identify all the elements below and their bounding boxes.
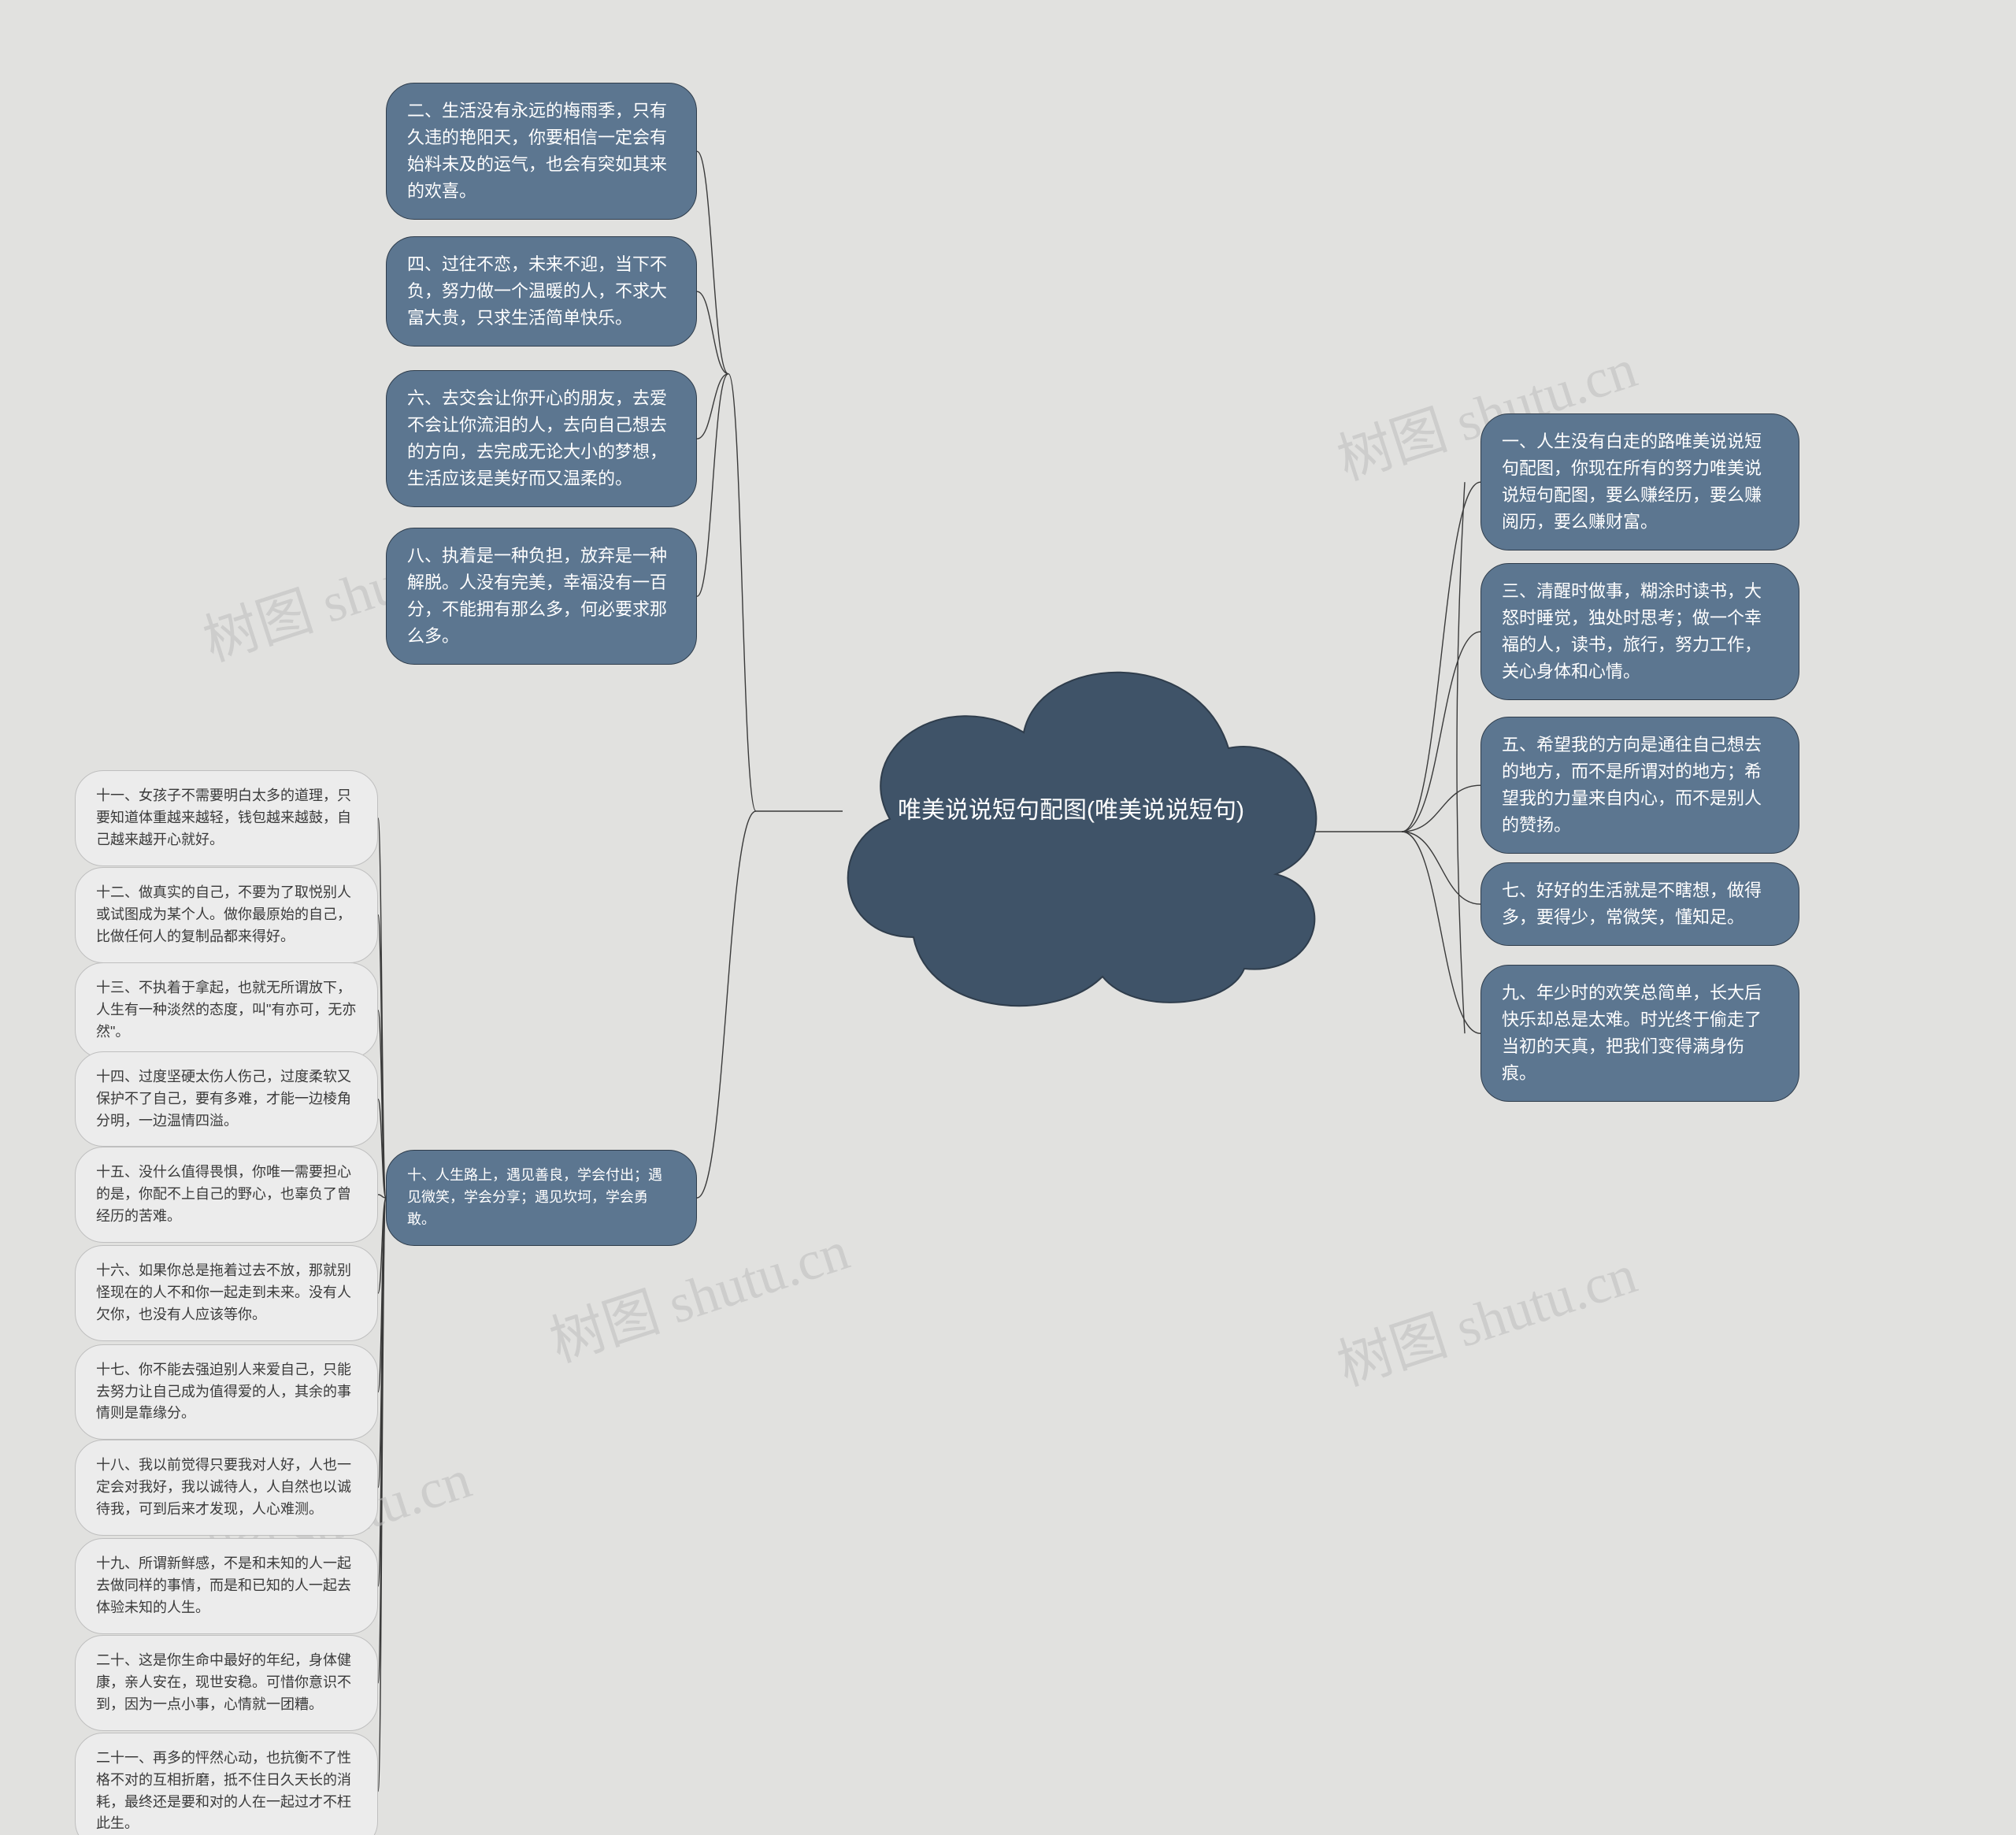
- branch-node[interactable]: 一、人生没有白走的路唯美说说短句配图，你现在所有的努力唯美说说短句配图，要么赚经…: [1480, 413, 1799, 550]
- leaf-node[interactable]: 十二、做真实的自己，不要为了取悦别人或试图成为某个人。做你最原始的自己，比做任何…: [75, 867, 378, 963]
- node-text: 十二、做真实的自己，不要为了取悦别人或试图成为某个人。做你最原始的自己，比做任何…: [96, 882, 357, 948]
- leaf-node[interactable]: 十三、不执着于拿起，也就无所谓放下，人生有一种淡然的态度，叫"有亦可，无亦然"。: [75, 962, 378, 1058]
- branch-node[interactable]: 九、年少时的欢笑总简单，长大后快乐却总是太难。时光终于偷走了当初的天真，把我们变…: [1480, 965, 1799, 1102]
- branch-node[interactable]: 二、生活没有永远的梅雨季，只有久违的艳阳天，你要相信一定会有始料未及的运气，也会…: [386, 83, 697, 220]
- node-text: 八、执着是一种负担，放弃是一种解脱。人没有完美，幸福没有一百分，不能拥有那么多，…: [407, 543, 676, 650]
- leaf-node[interactable]: 十一、女孩子不需要明白太多的道理，只要知道体重越来越轻，钱包越来越鼓，自己越来越…: [75, 770, 378, 866]
- node-text: 三、清醒时做事，糊涂时读书，大怒时睡觉，独处时思考；做一个幸福的人，读书，旅行，…: [1502, 578, 1778, 685]
- branch-node[interactable]: 七、好好的生活就是不瞎想，做得多，要得少，常微笑，懂知足。: [1480, 862, 1799, 946]
- branch-node[interactable]: 六、去交会让你开心的朋友，去爱不会让你流泪的人，去向自己想去的方向，去完成无论大…: [386, 370, 697, 507]
- node-text: 十六、如果你总是拖着过去不放，那就别怪现在的人不和你一起走到未来。没有人欠你，也…: [96, 1260, 357, 1326]
- node-text: 一、人生没有白走的路唯美说说短句配图，你现在所有的努力唯美说说短句配图，要么赚经…: [1502, 428, 1778, 536]
- watermark: 树图 shutu.cn: [1326, 1230, 1645, 1401]
- leaf-node[interactable]: 十八、我以前觉得只要我对人好，人也一定会对我好，我以诚待人，人自然也以诚待我，可…: [75, 1440, 378, 1536]
- branch-node[interactable]: 三、清醒时做事，糊涂时读书，大怒时睡觉，独处时思考；做一个幸福的人，读书，旅行，…: [1480, 563, 1799, 700]
- node-text: 十一、女孩子不需要明白太多的道理，只要知道体重越来越轻，钱包越来越鼓，自己越来越…: [96, 785, 357, 851]
- node-text: 二十一、再多的怦然心动，也抗衡不了性格不对的互相折磨，抵不住日久天长的消耗，最终…: [96, 1748, 357, 1835]
- node-text: 六、去交会让你开心的朋友，去爱不会让你流泪的人，去向自己想去的方向，去完成无论大…: [407, 385, 676, 492]
- node-text: 二、生活没有永远的梅雨季，只有久违的艳阳天，你要相信一定会有始料未及的运气，也会…: [407, 98, 676, 205]
- branch-node[interactable]: 十、人生路上，遇见善良，学会付出；遇见微笑，学会分享；遇见坎坷，学会勇敢。: [386, 1150, 697, 1246]
- branch-node[interactable]: 四、过往不恋，未来不迎，当下不负，努力做一个温暖的人，不求大富大贵，只求生活简单…: [386, 236, 697, 347]
- node-text: 十七、你不能去强迫别人来爱自己，只能去努力让自己成为值得爱的人，其余的事情则是靠…: [96, 1359, 357, 1425]
- leaf-node[interactable]: 二十、这是你生命中最好的年纪，身体健康，亲人安在，现世安稳。可惜你意识不到，因为…: [75, 1635, 378, 1731]
- center-topic[interactable]: 唯美说说短句配图(唯美说说短句): [803, 606, 1339, 1016]
- mindmap-canvas: 树图 shutu.cn 树图 shutu.cn 树图 shutu.cn 树图 s…: [0, 0, 2016, 1835]
- node-text: 十八、我以前觉得只要我对人好，人也一定会对我好，我以诚待人，人自然也以诚待我，可…: [96, 1455, 357, 1521]
- node-text: 四、过往不恋，未来不迎，当下不负，努力做一个温暖的人，不求大富大贵，只求生活简单…: [407, 251, 676, 332]
- leaf-node[interactable]: 十六、如果你总是拖着过去不放，那就别怪现在的人不和你一起走到未来。没有人欠你，也…: [75, 1245, 378, 1341]
- branch-node[interactable]: 八、执着是一种负担，放弃是一种解脱。人没有完美，幸福没有一百分，不能拥有那么多，…: [386, 528, 697, 665]
- node-text: 十、人生路上，遇见善良，学会付出；遇见微笑，学会分享；遇见坎坷，学会勇敢。: [407, 1165, 676, 1231]
- node-text: 十三、不执着于拿起，也就无所谓放下，人生有一种淡然的态度，叫"有亦可，无亦然"。: [96, 977, 357, 1044]
- node-text: 九、年少时的欢笑总简单，长大后快乐却总是太难。时光终于偷走了当初的天真，把我们变…: [1502, 980, 1778, 1087]
- node-text: 二十、这是你生命中最好的年纪，身体健康，亲人安在，现世安稳。可惜你意识不到，因为…: [96, 1650, 357, 1716]
- leaf-node[interactable]: 十九、所谓新鲜感，不是和未知的人一起去做同样的事情，而是和已知的人一起去体验未知…: [75, 1538, 378, 1634]
- leaf-node[interactable]: 二十一、再多的怦然心动，也抗衡不了性格不对的互相折磨，抵不住日久天长的消耗，最终…: [75, 1733, 378, 1835]
- node-text: 十四、过度坚硬太伤人伤己，过度柔软又保护不了自己，要有多难，才能一边棱角分明，一…: [96, 1066, 357, 1133]
- leaf-node[interactable]: 十七、你不能去强迫别人来爱自己，只能去努力让自己成为值得爱的人，其余的事情则是靠…: [75, 1344, 378, 1440]
- node-text: 十九、所谓新鲜感，不是和未知的人一起去做同样的事情，而是和已知的人一起去体验未知…: [96, 1553, 357, 1619]
- node-text: 十五、没什么值得畏惧，你唯一需要担心的是，你配不上自己的野心，也辜负了曾经历的苦…: [96, 1162, 357, 1228]
- node-text: 五、希望我的方向是通往自己想去的地方，而不是所谓对的地方；希望我的力量来自内心，…: [1502, 732, 1778, 839]
- center-topic-label: 唯美说说短句配图(唯美说说短句): [857, 791, 1285, 829]
- leaf-node[interactable]: 十五、没什么值得畏惧，你唯一需要担心的是，你配不上自己的野心，也辜负了曾经历的苦…: [75, 1147, 378, 1243]
- branch-node[interactable]: 五、希望我的方向是通往自己想去的地方，而不是所谓对的地方；希望我的力量来自内心，…: [1480, 717, 1799, 854]
- leaf-node[interactable]: 十四、过度坚硬太伤人伤己，过度柔软又保护不了自己，要有多难，才能一边棱角分明，一…: [75, 1051, 378, 1147]
- node-text: 七、好好的生活就是不瞎想，做得多，要得少，常微笑，懂知足。: [1502, 877, 1778, 931]
